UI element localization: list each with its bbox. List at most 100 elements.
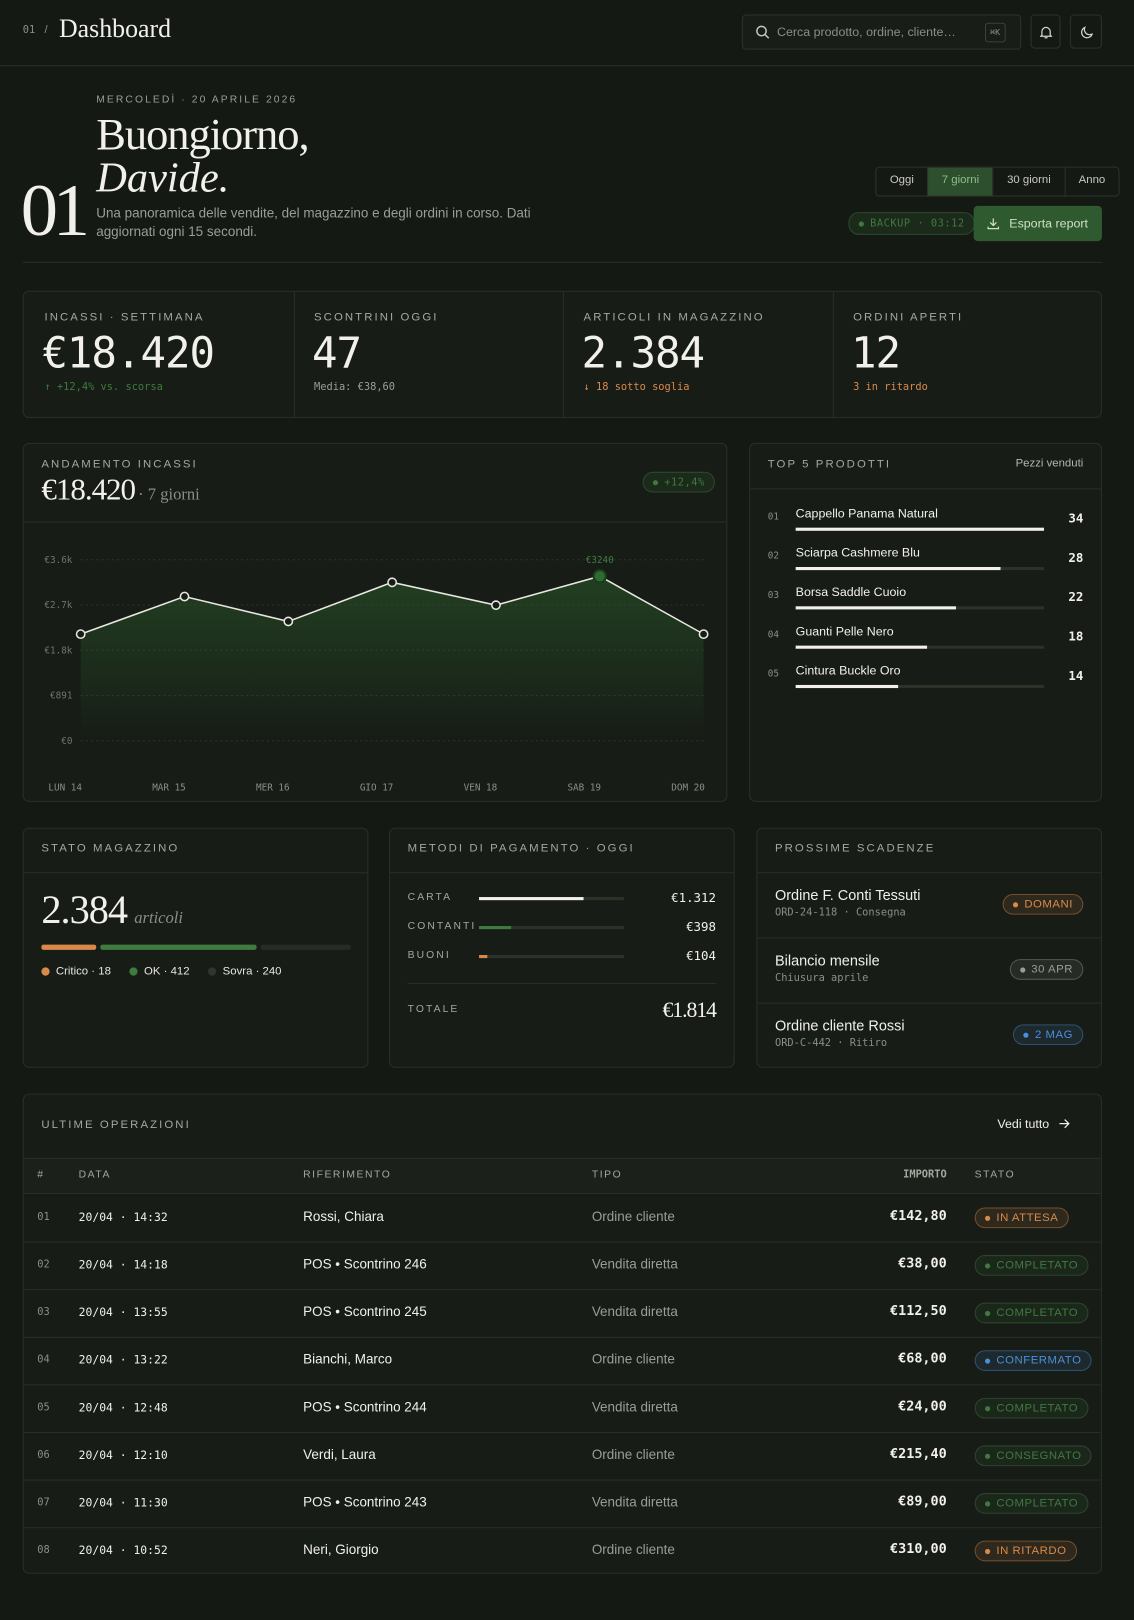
status-badge: COMPLETATO <box>974 1302 1089 1324</box>
status-badge: CONFERMATO <box>974 1350 1092 1371</box>
badge-text: CONFERMATO <box>996 1354 1082 1367</box>
row-date: 20/04 · 10:52 <box>78 1543 168 1558</box>
stock-card: STATO MAGAZZINO 2.384 articoli Critico ·… <box>22 827 369 1068</box>
top-products-card: TOP 5 PRODOTTI Pezzi venduti 01 Cappello … <box>749 442 1102 802</box>
hero-name: Davide. <box>96 153 230 201</box>
revenue-divider <box>23 521 727 523</box>
separator: / <box>44 23 48 37</box>
badge-text: COMPLETATO <box>996 1497 1079 1510</box>
kpi-label: ORDINI APERTI <box>853 311 964 324</box>
payments-total-label: TOTALE <box>407 1003 460 1016</box>
point <box>387 577 398 588</box>
status-badge: COMPLETATO <box>974 1493 1089 1514</box>
row-reference: Bianchi, Marco <box>303 1351 393 1367</box>
kpi-note: Media: €38,60 <box>314 381 396 394</box>
hero-date: MERCOLEDÌ · 20 APRILE 2026 <box>96 94 298 106</box>
kpi-label: ARTICOLI IN MAGAZZINO <box>583 311 765 324</box>
badge-dot <box>985 1215 991 1221</box>
period-button[interactable]: Oggi <box>889 173 914 187</box>
deadline-divider <box>757 937 1101 939</box>
legend-label: OK · 412 <box>144 965 190 978</box>
badge-dot <box>1023 1032 1029 1038</box>
badge-text: 2 MAG <box>1034 1028 1073 1041</box>
badge-text: COMPLETATO <box>996 1259 1079 1272</box>
badge-dot <box>985 1358 991 1364</box>
deadline-detail: ORD-C-442 · Ritiro <box>774 1037 888 1050</box>
point <box>179 591 190 602</box>
column-header: IMPORTO <box>903 1169 947 1181</box>
kpi-divider <box>832 291 834 417</box>
row-number: 04 <box>37 1354 50 1366</box>
stock-title: STATO MAGAZZINO <box>41 842 180 855</box>
badge-text: 30 APR <box>1031 963 1073 976</box>
backup-status: BACKUP · 03:12 <box>848 212 975 235</box>
x-tick-label: MAR 15 <box>152 782 186 793</box>
row-divider <box>23 1527 1101 1529</box>
method-label: CONTANTI <box>407 920 477 933</box>
backup-text: BACKUP · 03:12 <box>870 217 965 230</box>
search-box[interactable]: Cerca prodotto, ordine, cliente… ⌘K <box>741 14 1022 50</box>
view-all-link[interactable]: Vedi tutto <box>997 1116 1070 1131</box>
column-header: DATA <box>78 1169 111 1181</box>
row-divider <box>23 1289 1101 1291</box>
product-value: 14 <box>1068 668 1084 683</box>
revenue-card: ANDAMENTO INCASSI €18.420 · 7 giorni +12… <box>22 442 728 802</box>
row-divider <box>23 1241 1101 1243</box>
bar <box>795 645 928 649</box>
table-header <box>23 1157 1101 1195</box>
row-amount: €89,00 <box>898 1494 947 1510</box>
stock-bar-critical <box>41 944 97 950</box>
badge-text: COMPLETATO <box>996 1306 1079 1320</box>
product-value: 28 <box>1068 550 1084 565</box>
row-amount: €310,00 <box>890 1541 947 1558</box>
row-date: 20/04 · 12:48 <box>78 1400 168 1415</box>
product-name: Cappello Panama Natural <box>795 505 938 521</box>
export-button[interactable]: Esporta report <box>973 205 1102 242</box>
deadline-badge: 30 APR <box>1009 959 1084 980</box>
row-reference: POS • Scontrino 245 <box>303 1303 427 1320</box>
period-button[interactable]: 7 giorni <box>927 167 993 196</box>
period-button[interactable]: 30 giorni <box>992 167 1065 196</box>
badge-dot <box>985 1405 991 1411</box>
kpi-label: SCONTRINI OGGI <box>314 311 439 324</box>
legend-item: Critico · 18 <box>41 965 111 978</box>
payments-divider <box>390 872 734 874</box>
deadline-detail: ORD-24-118 · Consegna <box>774 907 906 919</box>
period-button[interactable]: Anno <box>1064 167 1119 196</box>
badge-text: DOMANI <box>1024 898 1073 911</box>
point <box>283 616 294 627</box>
operations-card: ULTIME OPERAZIONI Vedi tutto # DATA RIFERI… <box>22 1093 1102 1574</box>
x-tick-label: SAB 19 <box>567 782 601 793</box>
kpi-note: ↓ 18 sotto soglia <box>583 381 690 394</box>
top-products-title: TOP 5 PRODOTTI <box>767 458 892 471</box>
top-products-divider <box>750 488 1101 490</box>
kpi-note: ↑ +12,4% vs. scorsa <box>44 381 163 394</box>
row-type: Ordine cliente <box>591 1446 675 1462</box>
badge-dot <box>985 1262 991 1268</box>
top-products-subtitle: Pezzi venduti <box>1015 457 1084 470</box>
area <box>80 576 704 741</box>
notifications-button[interactable] <box>1030 14 1061 49</box>
bar <box>479 926 511 930</box>
rank: 05 <box>767 669 779 680</box>
status-badge: COMPLETATO <box>974 1397 1089 1419</box>
method-label: BUONI <box>407 949 451 962</box>
search-placeholder: Cerca prodotto, ordine, cliente… <box>777 24 956 40</box>
row-divider <box>23 1384 1101 1386</box>
deadline-divider <box>757 872 1101 874</box>
revenue-period: · 7 giorni <box>138 486 200 504</box>
badge-dot <box>985 1548 991 1554</box>
revenue-total: €18.420 <box>41 472 136 507</box>
status-badge: COMPLETATO <box>974 1255 1089 1276</box>
row-number: 01 <box>37 1211 50 1223</box>
row-divider <box>23 1336 1101 1338</box>
method-value: €1.312 <box>671 890 716 906</box>
row-reference: POS • Scontrino 246 <box>303 1256 427 1272</box>
theme-button[interactable] <box>1069 14 1102 49</box>
rank: 04 <box>767 630 779 641</box>
revenue-badge-text: +12,4% <box>664 476 705 488</box>
column-header: TIPO <box>591 1169 623 1181</box>
product-value: 18 <box>1068 629 1084 644</box>
revenue-badge: +12,4% <box>642 471 716 493</box>
row-number: 05 <box>37 1401 50 1414</box>
